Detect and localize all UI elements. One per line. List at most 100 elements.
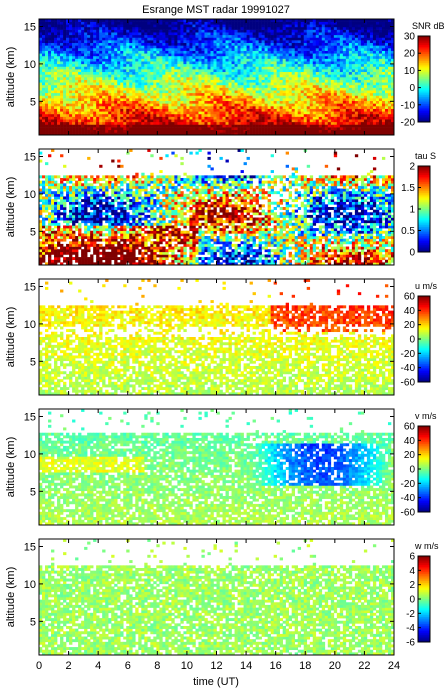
heatmap-cell <box>198 122 201 125</box>
heatmap-cell <box>165 85 168 88</box>
heatmap-cell <box>42 69 45 72</box>
heatmap-cell <box>235 88 238 91</box>
heatmap-cell <box>361 114 364 117</box>
heatmap-cell <box>292 98 295 101</box>
heatmap-cell <box>310 61 313 64</box>
heatmap-cell <box>150 72 153 75</box>
heatmap-cell <box>114 103 117 106</box>
heatmap-cell <box>177 64 180 67</box>
heatmap-cell <box>114 56 117 59</box>
heatmap-cell <box>60 30 63 33</box>
heatmap-cell <box>87 53 90 56</box>
heatmap-cell <box>292 127 295 130</box>
heatmap-cell <box>319 124 322 127</box>
heatmap-cell <box>111 56 114 59</box>
heatmap-cell <box>99 117 102 120</box>
heatmap-cell <box>355 122 358 125</box>
heatmap-cell <box>241 98 244 101</box>
heatmap-cell <box>325 61 328 64</box>
heatmap-cell <box>298 56 301 59</box>
heatmap-cell <box>268 53 271 56</box>
heatmap-cell <box>331 111 334 114</box>
heatmap-cell <box>292 101 295 104</box>
heatmap-cell <box>99 32 102 35</box>
heatmap-cell <box>295 77 298 80</box>
heatmap-cell <box>183 66 186 69</box>
heatmap-cell <box>144 48 147 51</box>
heatmap-cell <box>292 27 295 30</box>
heatmap-cell <box>277 24 280 27</box>
heatmap-cell <box>286 56 289 59</box>
heatmap-cell <box>93 88 96 91</box>
heatmap-cell <box>186 69 189 72</box>
heatmap-cell <box>250 32 253 35</box>
heatmap-cell <box>232 56 235 59</box>
heatmap-cell <box>72 109 75 112</box>
heatmap-cell <box>135 90 138 93</box>
heatmap-cell <box>247 61 250 64</box>
heatmap-cell <box>280 53 283 56</box>
heatmap-cell <box>150 69 153 72</box>
heatmap-cell <box>123 69 126 72</box>
heatmap-cell <box>280 74 283 77</box>
heatmap-cell <box>117 35 120 38</box>
heatmap-cell <box>108 119 111 122</box>
heatmap-cell <box>226 82 229 85</box>
heatmap-cell <box>259 95 262 98</box>
heatmap-cell <box>316 88 319 91</box>
heatmap-cell <box>180 122 183 125</box>
heatmap-cell <box>135 53 138 56</box>
heatmap-cell <box>186 43 189 46</box>
heatmap-cell <box>102 40 105 43</box>
heatmap-cell <box>102 35 105 38</box>
heatmap-cell <box>141 119 144 122</box>
heatmap-cell <box>60 69 63 72</box>
heatmap-cell <box>75 117 78 120</box>
heatmap-cell <box>226 80 229 83</box>
heatmap-cell <box>337 61 340 64</box>
heatmap-cell <box>367 80 370 83</box>
heatmap-cell <box>376 27 379 30</box>
heatmap-cell <box>66 101 69 104</box>
heatmap-cell <box>319 88 322 91</box>
heatmap-cell <box>298 61 301 64</box>
heatmap-cell <box>301 27 304 30</box>
heatmap-cell <box>96 109 99 112</box>
heatmap-cell <box>138 103 141 106</box>
heatmap-cell <box>75 106 78 109</box>
heatmap-cell <box>337 98 340 101</box>
heatmap-cell <box>120 119 123 122</box>
heatmap-cell <box>87 98 90 101</box>
heatmap-cell <box>325 40 328 43</box>
heatmap-cell <box>334 51 337 54</box>
heatmap-cell <box>349 119 352 122</box>
heatmap-cell <box>220 27 223 30</box>
heatmap-cell <box>186 74 189 77</box>
heatmap-cell <box>99 40 102 43</box>
heatmap-cell <box>78 103 81 106</box>
heatmap-cell <box>162 53 165 56</box>
heatmap-cell <box>147 51 150 54</box>
heatmap-cell <box>93 72 96 75</box>
heatmap-cell <box>307 45 310 48</box>
heatmap-cell <box>162 127 165 130</box>
heatmap-cell <box>171 103 174 106</box>
heatmap-cell <box>195 45 198 48</box>
heatmap-cell <box>90 127 93 130</box>
heatmap-cell <box>90 43 93 46</box>
heatmap-cell <box>204 124 207 127</box>
heatmap-cell <box>217 56 220 59</box>
heatmap-cell <box>117 82 120 85</box>
heatmap-cell <box>232 122 235 125</box>
heatmap-cell <box>334 22 337 25</box>
heatmap-cell <box>376 43 379 46</box>
heatmap-cell <box>210 40 213 43</box>
heatmap-cell <box>352 32 355 35</box>
heatmap-cell <box>310 93 313 96</box>
heatmap-cell <box>213 27 216 30</box>
heatmap-cell <box>268 64 271 67</box>
heatmap-cell <box>147 103 150 106</box>
heatmap-cell <box>349 114 352 117</box>
heatmap-cell <box>319 66 322 69</box>
heatmap-cell <box>186 59 189 62</box>
